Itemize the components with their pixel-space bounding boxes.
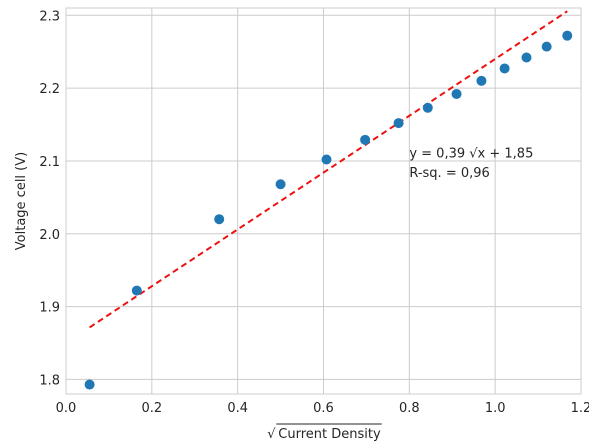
data-point: [499, 63, 510, 74]
x-axis-label-radical: √: [267, 427, 276, 442]
data-point: [476, 75, 487, 86]
x-tick-label: 0.0: [56, 401, 77, 416]
r-squared-annotation: R-sq. = 0,96: [409, 166, 489, 181]
y-tick-label: 2.0: [39, 228, 60, 243]
y-tick-labels: 1.8 1.9 2.0 2.1 2.2 2.3: [39, 9, 60, 388]
data-point: [214, 214, 225, 225]
x-tick-label: 0.6: [313, 401, 334, 416]
data-point: [521, 52, 532, 63]
data-point: [562, 30, 573, 41]
data-points: [84, 30, 573, 390]
data-point: [131, 285, 142, 296]
x-tick-label: 0.8: [399, 401, 420, 416]
x-axis-label-text: Current Density: [278, 427, 381, 442]
y-tick-label: 2.3: [39, 9, 60, 24]
x-axis-label: √ Current Density: [267, 423, 382, 442]
x-tick-labels: 0.0 0.2 0.4 0.6 0.8 1.0 1.2: [56, 401, 589, 416]
fit-line-group: [89, 10, 568, 329]
y-axis-label: Voltage cell (V): [14, 152, 29, 250]
x-tick-label: 1.2: [571, 401, 589, 416]
x-tick-label: 0.4: [227, 401, 248, 416]
data-point: [393, 118, 404, 129]
y-tick-label: 1.9: [39, 301, 60, 316]
data-point: [275, 179, 286, 190]
data-point: [321, 154, 332, 165]
data-point: [541, 41, 552, 52]
y-tick-label: 1.8: [39, 373, 60, 388]
data-point: [360, 134, 371, 145]
grid: [65, 8, 582, 394]
data-point: [451, 88, 462, 99]
data-point: [84, 379, 95, 390]
x-tick-label: 0.2: [141, 401, 162, 416]
equation-annotation: y = 0,39 √x + 1,85: [409, 146, 533, 161]
fit-line: [89, 10, 568, 329]
y-tick-label: 2.1: [39, 155, 60, 170]
x-tick-label: 1.0: [485, 401, 506, 416]
plot-frame: [65, 7, 582, 395]
y-tick-label: 2.2: [39, 82, 60, 97]
data-point: [422, 102, 433, 113]
